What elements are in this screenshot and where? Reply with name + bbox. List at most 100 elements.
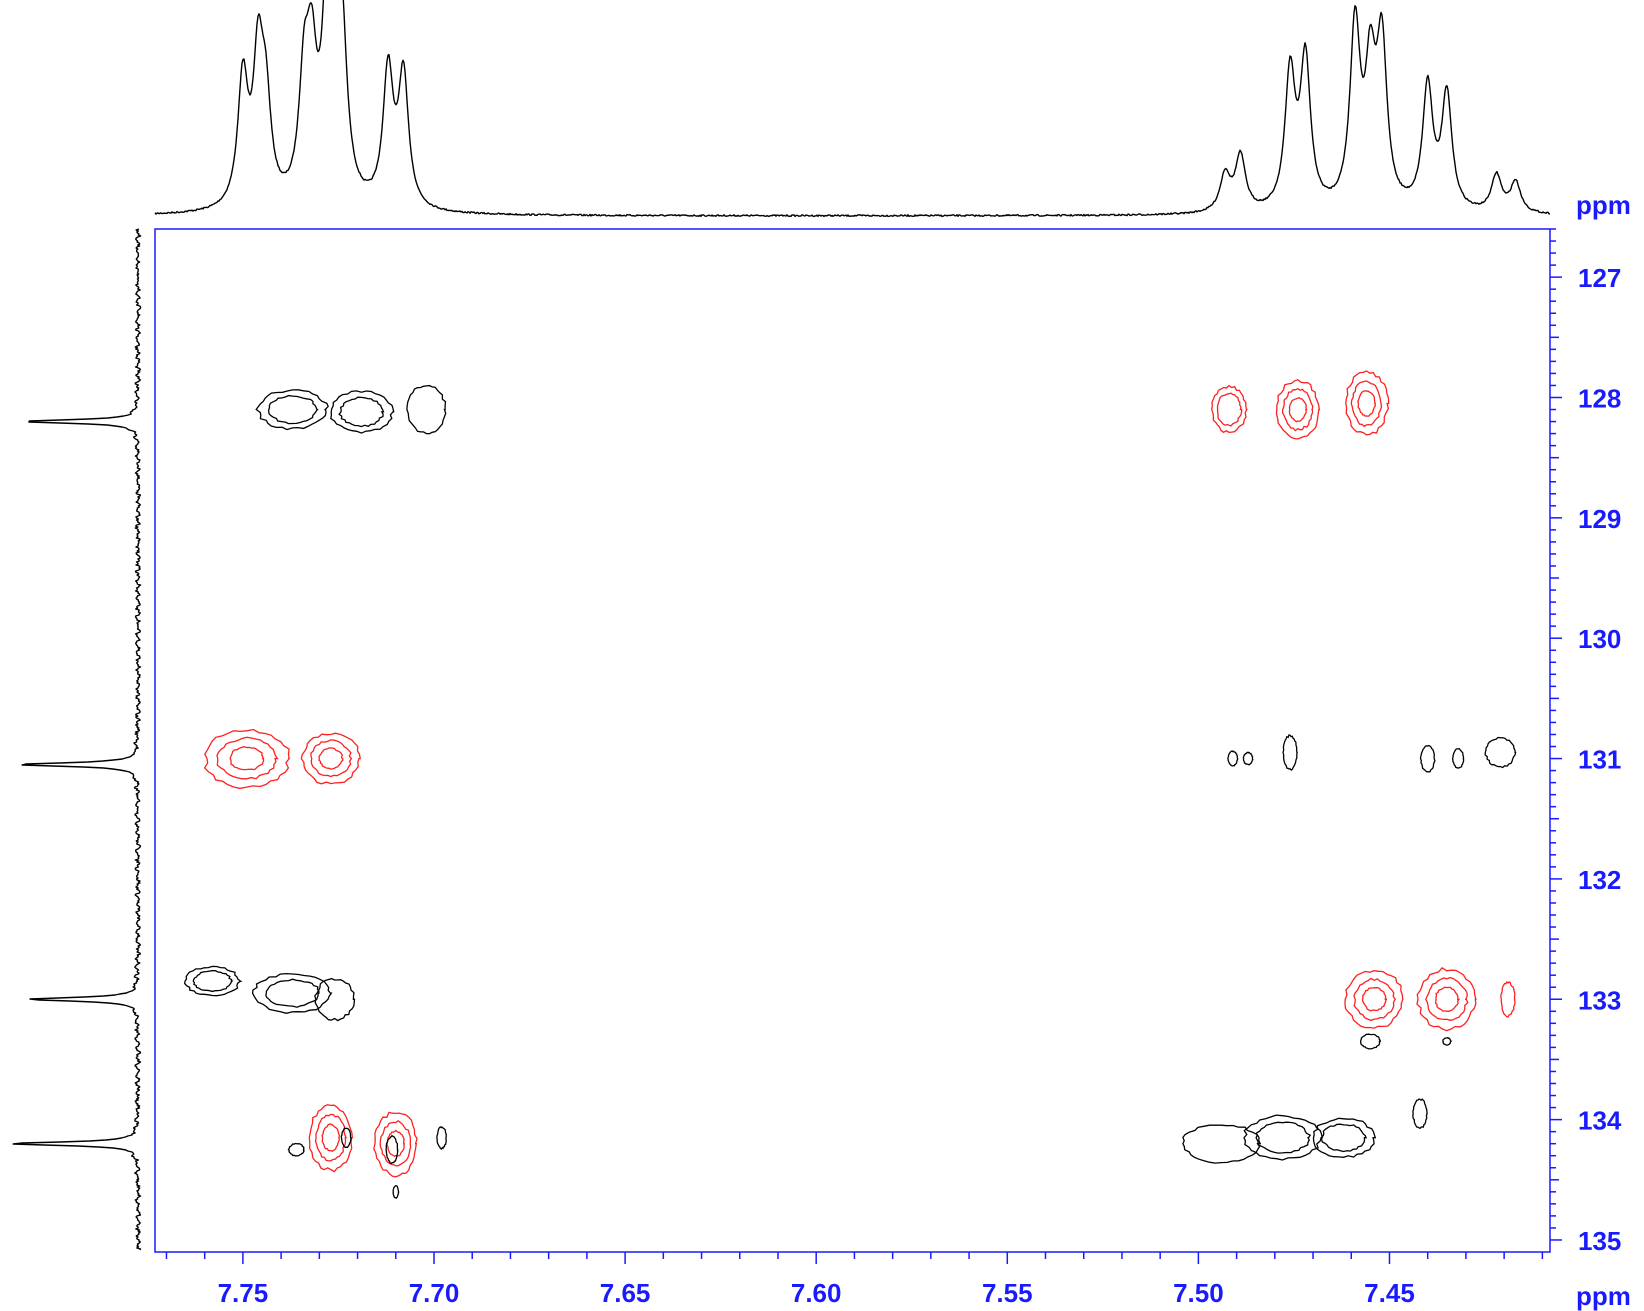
x-tick-label: 7.65 <box>600 1278 651 1308</box>
contour-level <box>300 732 361 785</box>
positive-contour <box>1344 970 1404 1029</box>
contour-level <box>1344 970 1404 1029</box>
contour-level <box>308 1104 354 1173</box>
positive-contour <box>1416 967 1477 1032</box>
side-projection-trace <box>12 228 142 1251</box>
negative-contour <box>184 965 243 997</box>
y-tick-label: 130 <box>1578 624 1621 654</box>
y-tick-label: 134 <box>1578 1106 1622 1136</box>
contour-level <box>310 739 353 778</box>
contour-level <box>287 1142 305 1157</box>
negative-contour <box>385 1134 399 1165</box>
contour-level <box>1243 1114 1324 1161</box>
contour-level <box>321 1123 340 1152</box>
contour-layer <box>184 370 1517 1200</box>
contour-level <box>265 978 320 1008</box>
contour-level <box>386 1129 406 1157</box>
x-axis: 7.75 7.70 7.65 7.60 7.55 7.50 7.45 <box>165 1252 1544 1308</box>
contour-level <box>1345 370 1390 436</box>
negative-contour <box>1442 1037 1453 1046</box>
positive-contour <box>1210 384 1248 434</box>
contour-level <box>1275 378 1321 440</box>
negative-contour <box>340 1127 352 1149</box>
positive-contour <box>1500 980 1516 1018</box>
contour-level <box>1416 967 1477 1032</box>
contour-level <box>1424 976 1469 1021</box>
positive-contour <box>373 1111 418 1178</box>
contour-level <box>1419 744 1436 773</box>
contour-level <box>1227 750 1239 767</box>
contour-level <box>255 389 329 431</box>
negative-contour <box>406 384 447 435</box>
contour-level <box>1281 387 1314 432</box>
contour-level <box>184 965 243 997</box>
negative-contour <box>392 1184 400 1200</box>
x-tick-label: 7.55 <box>982 1278 1033 1308</box>
y-tick-label: 127 <box>1578 263 1621 293</box>
y-tick-label: 133 <box>1578 985 1621 1015</box>
x-tick-label: 7.75 <box>218 1278 269 1308</box>
x-unit-label: ppm <box>1576 1281 1631 1311</box>
side-projection <box>12 228 142 1251</box>
contour-level <box>1484 736 1517 769</box>
contour-level <box>373 1111 418 1178</box>
negative-contour <box>1419 744 1436 773</box>
contour-level <box>1182 1124 1262 1164</box>
contour-level <box>385 1134 399 1165</box>
contour-level <box>340 1127 352 1149</box>
contour-level <box>392 1184 400 1200</box>
positive-contour <box>1345 370 1390 436</box>
contour-level <box>1357 390 1377 417</box>
contour-level <box>1451 747 1465 769</box>
contour-level <box>203 728 291 790</box>
negative-contour <box>1182 1124 1262 1164</box>
contour-level <box>268 394 319 425</box>
contour-level <box>318 747 344 770</box>
contour-level <box>1312 1117 1377 1158</box>
contour-level <box>1500 980 1516 1018</box>
contour-level <box>1288 396 1308 423</box>
top-projection-trace <box>154 0 1551 218</box>
plot-frame <box>154 228 1551 1253</box>
negative-contour <box>330 390 395 434</box>
x-tick-label: 7.60 <box>791 1278 842 1308</box>
contour-level <box>1216 392 1243 427</box>
contour-level <box>1282 734 1298 771</box>
positive-contour <box>308 1104 354 1173</box>
negative-contour <box>1412 1098 1428 1130</box>
negative-contour <box>1484 736 1517 769</box>
contour-level <box>406 384 447 435</box>
contour-level <box>1361 987 1388 1012</box>
x-tick-label: 7.45 <box>1364 1278 1415 1308</box>
contour-level <box>1255 1121 1312 1154</box>
y-axis: 127 128 129 130 131 132 133 134 135 <box>1550 228 1622 1256</box>
negative-contour <box>1451 747 1465 769</box>
negative-contour <box>436 1126 447 1151</box>
contour-level <box>1350 380 1383 428</box>
y-tick-label: 128 <box>1578 383 1621 413</box>
contour-level <box>251 972 333 1014</box>
contour-level <box>1412 1098 1428 1130</box>
contour-level <box>1320 1123 1368 1153</box>
negative-contour <box>1312 1117 1377 1158</box>
negative-contour <box>1227 750 1239 767</box>
negative-contour <box>287 1142 305 1157</box>
contour-level <box>338 396 385 428</box>
negative-contour <box>1282 734 1298 771</box>
contour-level <box>1359 1033 1382 1050</box>
contour-level <box>379 1119 412 1167</box>
y-tick-label: 131 <box>1578 745 1621 775</box>
contour-level <box>436 1126 447 1151</box>
contour-level <box>1242 751 1254 766</box>
positive-contour <box>300 732 361 785</box>
negative-contour <box>314 977 356 1022</box>
contour-level <box>330 390 395 434</box>
positive-contour <box>1275 378 1321 440</box>
top-projection <box>154 0 1551 218</box>
negative-contour <box>251 972 333 1014</box>
negative-contour <box>255 389 329 431</box>
x-tick-label: 7.50 <box>1173 1278 1224 1308</box>
negative-contour <box>1243 1114 1324 1161</box>
top-unit-label: ppm <box>1576 190 1631 220</box>
